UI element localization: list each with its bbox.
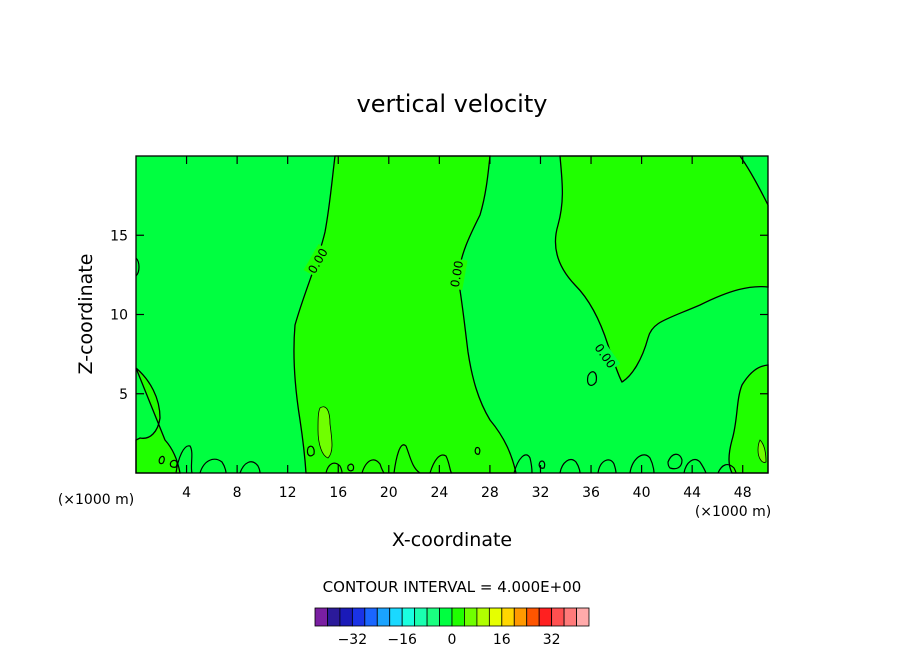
colorbar-tick-label: 32 bbox=[543, 632, 561, 648]
x-tick-label: 24 bbox=[430, 485, 448, 501]
contour-region-light bbox=[317, 406, 333, 459]
x-tick-label: 28 bbox=[481, 485, 499, 501]
colorbar-swatch bbox=[501, 607, 515, 627]
colorbar-swatch bbox=[339, 607, 353, 627]
plot-area: 0.00 0.00 0.00 bbox=[135, 155, 769, 474]
x-tick-label: 44 bbox=[683, 485, 701, 501]
colorbar-swatch bbox=[439, 607, 453, 627]
x-unit-right: (×1000 m) bbox=[695, 504, 771, 520]
x-tick-label: 40 bbox=[633, 485, 651, 501]
colorbar-swatch bbox=[414, 607, 428, 627]
y-axis-label: Z-coordinate bbox=[75, 254, 97, 375]
colorbar-swatch bbox=[576, 607, 590, 627]
colorbar-swatch bbox=[364, 607, 378, 627]
colorbar-swatch bbox=[551, 607, 565, 627]
x-tick-label: 12 bbox=[279, 485, 297, 501]
colorbar-swatch bbox=[389, 607, 403, 627]
chart-title: vertical velocity bbox=[357, 90, 548, 118]
y-tick-label: 5 bbox=[119, 387, 128, 403]
x-tick-label: 48 bbox=[734, 485, 752, 501]
colorbar-swatch bbox=[351, 607, 366, 627]
colorbar-swatch bbox=[401, 607, 416, 627]
contour-region-light bbox=[757, 439, 767, 463]
y-tick-label: 15 bbox=[110, 228, 128, 244]
y-axis: 5 10 15 bbox=[110, 228, 768, 403]
colorbar-swatch bbox=[376, 607, 391, 627]
colorbar-swatch bbox=[563, 607, 577, 627]
colorbar-swatch bbox=[314, 607, 328, 627]
colorbar-tick-label: −32 bbox=[338, 632, 368, 648]
x-tick-label: 36 bbox=[582, 485, 600, 501]
colorbar-tick-label: −16 bbox=[387, 632, 417, 648]
x-tick-label: 32 bbox=[532, 485, 550, 501]
colorbar-swatch bbox=[513, 607, 528, 627]
colorbar-swatch bbox=[426, 607, 440, 627]
contour-label: 0.00 bbox=[448, 260, 466, 289]
colorbar-swatch bbox=[464, 607, 478, 627]
contour-lines-surface bbox=[135, 257, 737, 474]
colorbar-tick-label: 16 bbox=[493, 632, 511, 648]
x-axis-label: X-coordinate bbox=[392, 529, 512, 551]
colorbar-swatch bbox=[526, 607, 540, 627]
x-axis: 4 8 12 16 20 24 28 32 36 40 44 48 bbox=[182, 156, 752, 501]
x-tick-label: 8 bbox=[233, 485, 242, 501]
colorbar-swatch bbox=[476, 607, 490, 627]
contour-region-positive bbox=[554, 155, 769, 383]
contour-region-positive bbox=[135, 367, 181, 474]
colorbar-swatch bbox=[488, 607, 503, 627]
x-unit-left: (×1000 m) bbox=[58, 492, 134, 508]
x-tick-label: 20 bbox=[380, 485, 398, 501]
colorbar: −32 −16 0 16 32 bbox=[314, 607, 590, 648]
contour-interval-text: CONTOUR INTERVAL = 4.000E+00 bbox=[323, 578, 582, 596]
colorbar-tick-label: 0 bbox=[448, 632, 457, 648]
colorbar-swatch bbox=[538, 607, 553, 627]
y-tick-label: 10 bbox=[110, 308, 128, 324]
colorbar-swatch bbox=[327, 607, 341, 627]
colorbar-swatch bbox=[451, 607, 465, 627]
x-tick-label: 4 bbox=[182, 485, 191, 501]
x-tick-label: 16 bbox=[329, 485, 347, 501]
